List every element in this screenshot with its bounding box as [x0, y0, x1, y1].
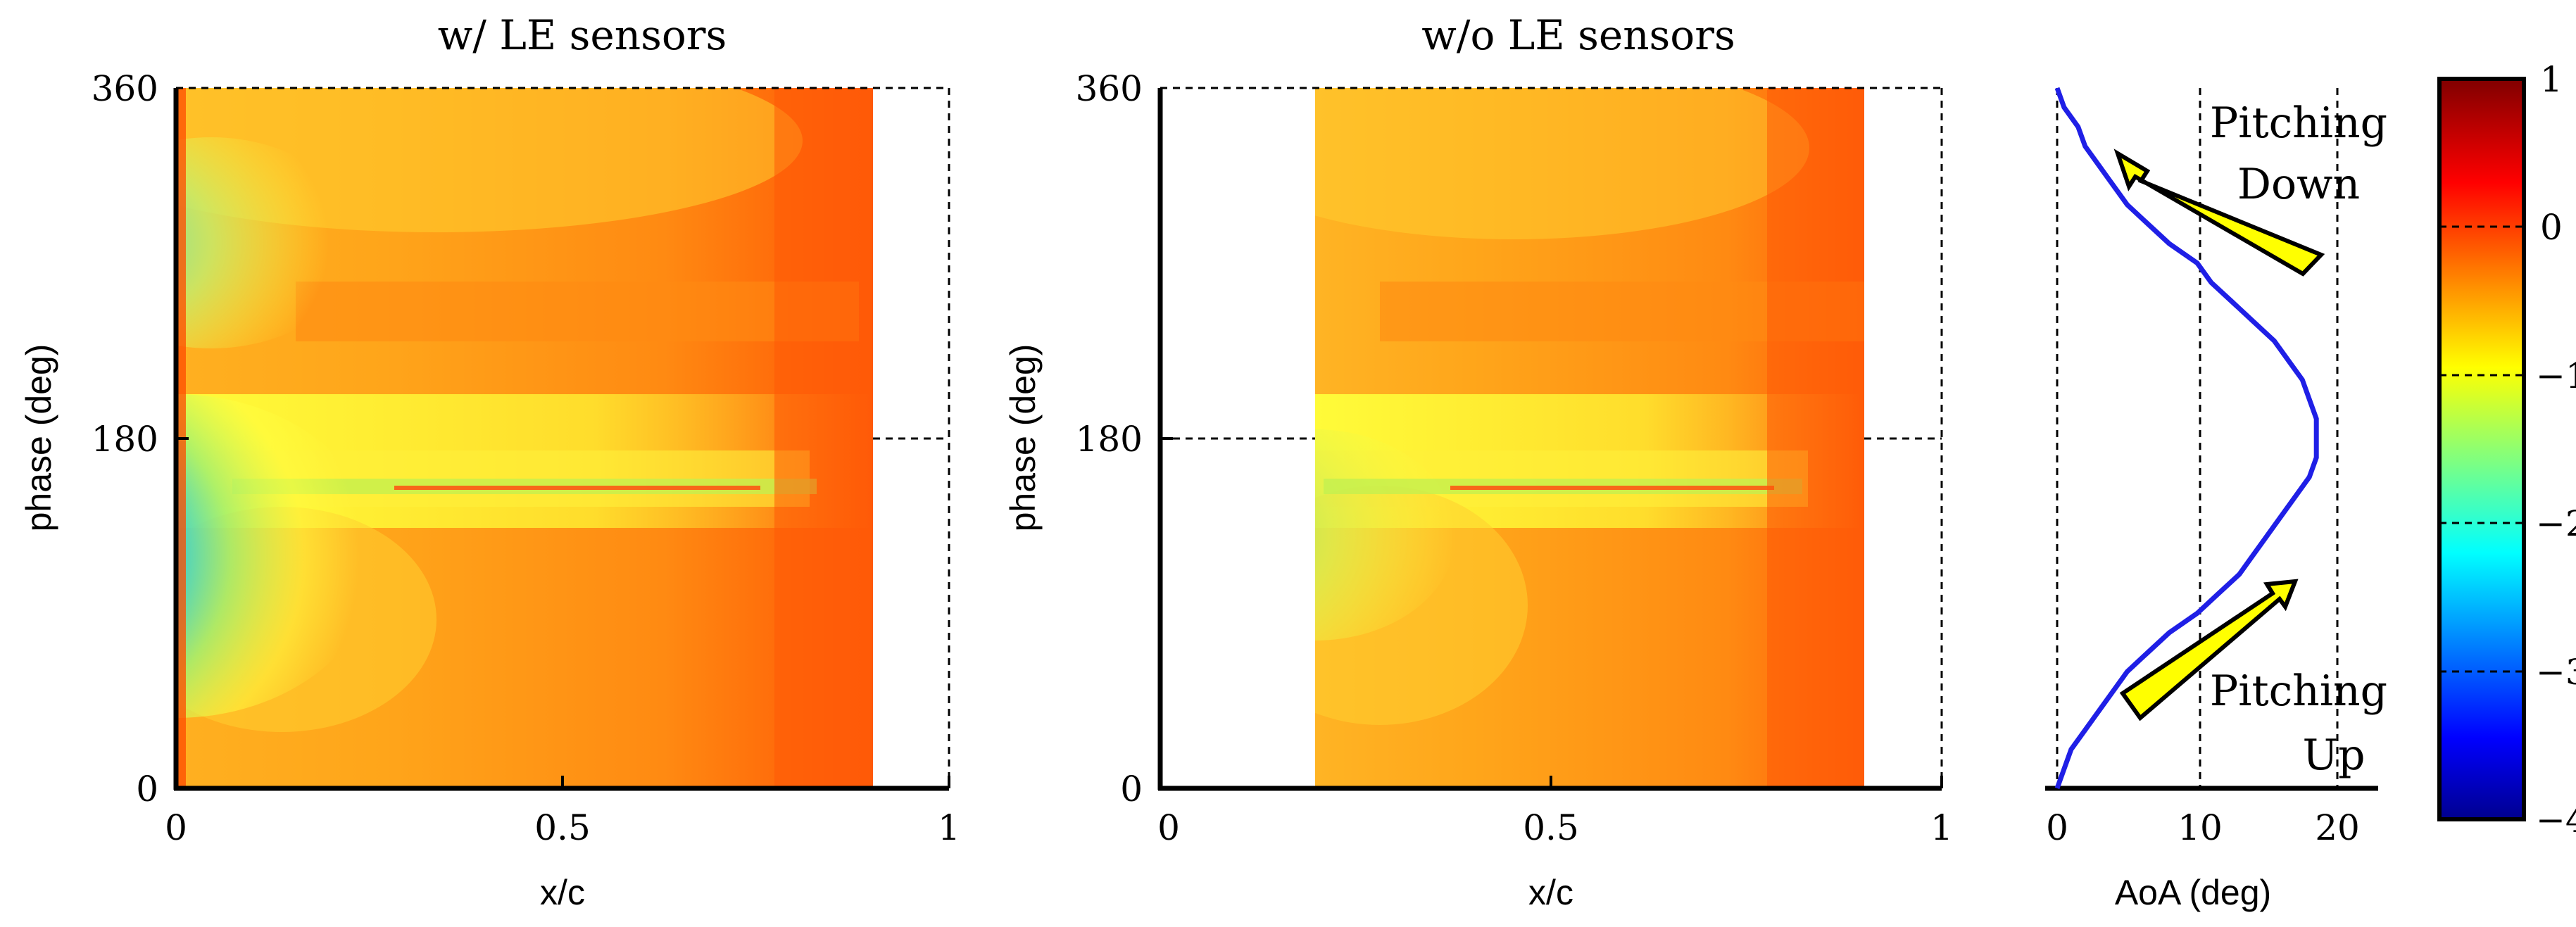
panel2-upper-light-band: [1315, 88, 1809, 239]
panel2-ticks: [1160, 437, 1943, 788]
panel1-le-blue-region: [176, 394, 380, 718]
panel-with-le-sensors: w/ LE sensors: [19, 11, 960, 912]
panel1-ticks: [176, 437, 950, 788]
colorbar-tick-minus4: −4: [2536, 800, 2576, 840]
colorbar: 1 0 −1 −2 −3 −4: [2437, 59, 2576, 840]
colorbar-tick-0: 0: [2540, 207, 2563, 248]
panel1-heatmap: [176, 88, 873, 788]
pitching-down-arrow: [2113, 149, 2325, 277]
pitching-up-label-line2: Up: [2303, 731, 2365, 780]
panel1-xlabel: x/c: [540, 873, 585, 912]
panel3-xlabel: AoA (deg): [2115, 873, 2271, 912]
panel2-red-streak: [1450, 486, 1774, 490]
panel2-xtick-0: 0: [1157, 807, 1180, 848]
panel3-xtick-10: 10: [2178, 807, 2223, 848]
panel1-xtick-0: 0: [165, 807, 187, 848]
panel1-xtick-1: 1: [938, 807, 960, 848]
aoa-series-line: [2054, 87, 2319, 790]
panel2-te-dark-orange: [1767, 88, 1864, 788]
panel2-heatmap: [1315, 88, 1864, 788]
colorbar-tick-lines: [2439, 225, 2524, 673]
panel2-xlabel: x/c: [1528, 873, 1573, 912]
panel3-xtick-0: 0: [2046, 807, 2068, 848]
panel1-ytick-180: 180: [92, 419, 158, 460]
panel1-le-cyan-region: [176, 137, 359, 348]
panel1-te-dark-orange: [774, 88, 873, 788]
colorbar-tick-1: 1: [2540, 59, 2563, 100]
panel1-xtick-0.5: 0.5: [534, 807, 591, 848]
panel3-xtick-20: 20: [2315, 807, 2360, 848]
panel2-ytick-360: 360: [1076, 68, 1143, 109]
panel2-ytick-180: 180: [1076, 419, 1143, 460]
panel1-upper-orange-band: [296, 282, 859, 341]
panel1-ytick-360: 360: [92, 68, 158, 109]
colorbar-tick-minus2: −2: [2536, 503, 2576, 544]
panel-aoa: Pitching Down Pitching Up 0 10 20 AoA (d…: [2045, 87, 2387, 912]
colorbar-gradient: [2437, 77, 2526, 821]
colorbar-tick-minus3: −3: [2536, 652, 2576, 693]
panel2-ytick-0: 0: [1120, 769, 1143, 809]
pitching-down-label-line2: Down: [2237, 160, 2360, 209]
pitching-up-label-line1: Pitching: [2210, 667, 2387, 716]
panel1-red-streak: [394, 486, 760, 490]
pitching-down-label-line1: Pitching: [2210, 99, 2387, 148]
panel2-grid: [1160, 87, 1943, 788]
panel2-ylabel: phase (deg): [1003, 344, 1043, 532]
panel2-xtick-1: 1: [1930, 807, 1953, 848]
panel1-ytick-0: 0: [136, 769, 158, 809]
panel1-grid: [176, 87, 950, 788]
pitching-up-arrow: [2119, 579, 2299, 721]
panel1-ylabel: phase (deg): [19, 344, 58, 532]
panel-without-le-sensors: w/o LE sensors 360: [1003, 11, 1953, 912]
panel2-le-green-region: [1315, 429, 1456, 641]
panel2-xtick-0.5: 0.5: [1523, 807, 1579, 848]
panel1-title: w/ LE sensors: [438, 11, 727, 59]
colorbar-tick-minus1: −1: [2536, 355, 2576, 396]
panel2-title: w/o LE sensors: [1421, 11, 1735, 59]
